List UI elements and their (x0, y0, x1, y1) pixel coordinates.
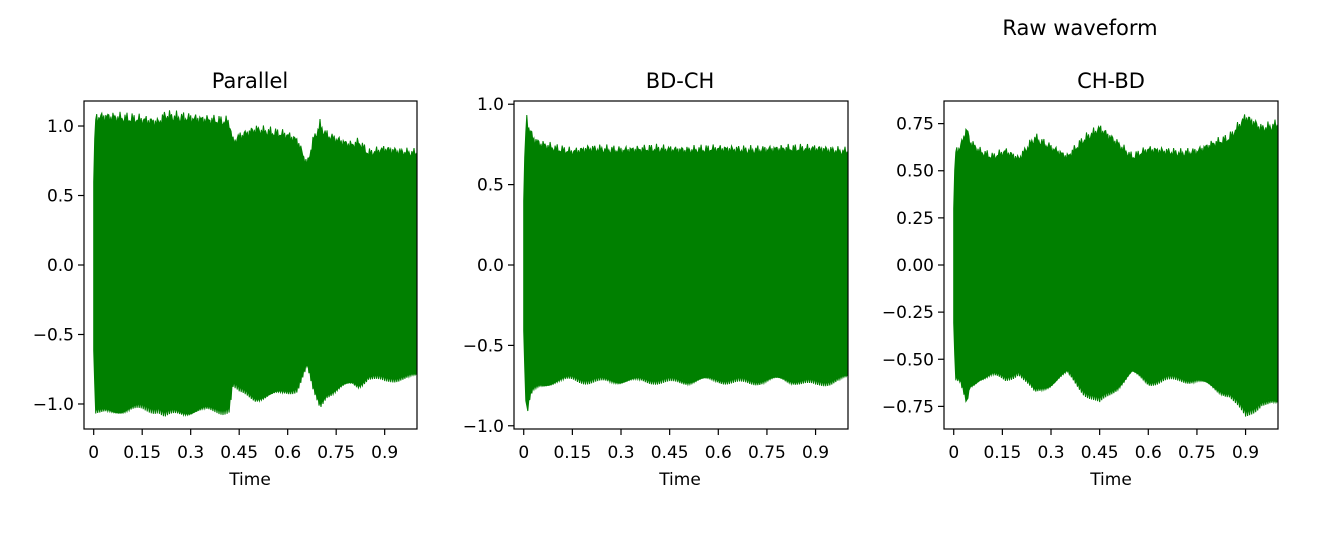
x-tick-label: 0.15 (983, 443, 1021, 463)
x-axis-label: Time (1089, 470, 1132, 490)
x-tick-label: 0.45 (220, 443, 258, 463)
y-tick-label: 0.50 (896, 162, 934, 182)
x-tick-label: 0.75 (317, 443, 355, 463)
y-tick-label: −0.5 (463, 336, 504, 356)
x-tick-label: 0.6 (1135, 443, 1162, 463)
x-tick-label: 0.3 (177, 443, 204, 463)
y-tick-label: −0.75 (882, 397, 934, 417)
y-tick-label: 0.5 (47, 187, 74, 207)
y-tick-label: −1.0 (463, 417, 504, 437)
waveform-area (523, 114, 849, 412)
x-tick-label: 0.15 (123, 443, 161, 463)
x-tick-label: 0.45 (651, 443, 689, 463)
y-tick-label: 0.0 (477, 256, 504, 276)
waveform (953, 114, 1279, 417)
x-tick-label: 0 (518, 443, 529, 463)
y-tick-label: 0.25 (896, 209, 934, 229)
x-tick-label: 0.15 (553, 443, 591, 463)
x-axis: 0 0.15 0.3 0.45 0.6 0.75 0.9 (518, 429, 829, 463)
y-axis: −0.75 −0.50 −0.25 0.00 0.25 0.50 0.75 (882, 115, 944, 417)
subplot-title: Parallel (212, 69, 289, 93)
y-tick-label: 0.75 (896, 115, 934, 135)
subplot-title: BD-CH (646, 69, 715, 93)
waveform (523, 114, 849, 412)
x-tick-label: 0.6 (705, 443, 732, 463)
subplot-bd-ch: BD-CH −1.0−0.50.00.51.0 0 0.15 0.3 0.45 0.6 0… (463, 69, 849, 490)
waveform (93, 110, 418, 418)
x-tick-label: 0.6 (274, 443, 301, 463)
subplot-title: CH-BD (1077, 69, 1145, 93)
y-tick-label: −0.50 (882, 350, 934, 370)
y-axis: −1.0 −0.5 0.0 0.5 1.0 (463, 95, 514, 437)
figure-suptitle: Raw waveform (1002, 16, 1157, 40)
y-tick-label: 0.0 (47, 256, 74, 276)
x-tick-label: 0.9 (802, 443, 829, 463)
waveform-area (93, 110, 418, 418)
subplot-parallel: Parallel −1.0−0.50.00.51.0 0 0.15 0.3 0.45 0… (33, 69, 418, 490)
x-tick-label: 0.9 (371, 443, 398, 463)
x-tick-label: 0.9 (1232, 443, 1259, 463)
x-tick-label: 0.3 (1037, 443, 1064, 463)
x-axis: 0 0.15 0.3 0.45 0.6 0.75 0.9 (88, 429, 398, 463)
x-axis-label: Time (658, 470, 701, 490)
x-axis-label: Time (228, 470, 271, 490)
y-tick-label: −0.5 (33, 325, 74, 345)
y-tick-label: 0.5 (477, 176, 504, 196)
y-tick-label: −0.25 (882, 303, 934, 323)
x-tick-label: 0.75 (1178, 443, 1216, 463)
y-tick-label: −1.0 (33, 395, 74, 415)
y-tick-label: 0.00 (896, 256, 934, 276)
x-tick-label: 0.45 (1081, 443, 1119, 463)
y-tick-label: 1.0 (477, 95, 504, 115)
x-tick-label: 0 (88, 443, 99, 463)
y-tick-label: 1.0 (47, 117, 74, 137)
y-axis: −1.0 −0.5 0.0 0.5 1.0 (33, 117, 84, 415)
x-axis: 0 0.15 0.3 0.45 0.6 0.75 0.9 (948, 429, 1259, 463)
x-tick-label: 0.3 (607, 443, 634, 463)
x-tick-label: 0.75 (748, 443, 786, 463)
waveform-area (953, 114, 1279, 417)
x-tick-label: 0 (948, 443, 959, 463)
